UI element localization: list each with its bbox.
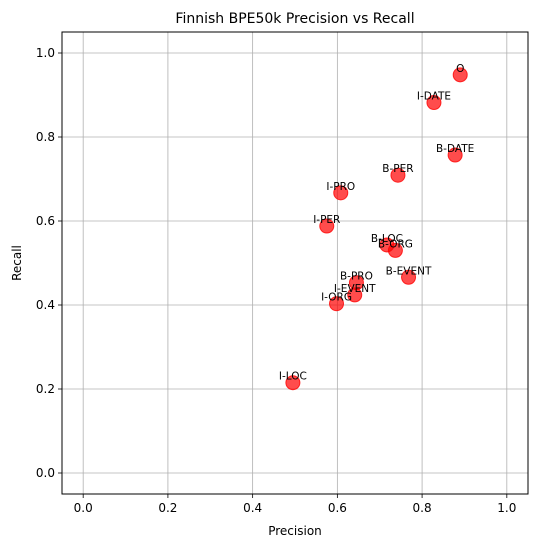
- data-points: [285, 67, 468, 391]
- y-tick-label: 0.4: [36, 298, 55, 312]
- x-tick-label: 1.0: [497, 501, 516, 515]
- data-point: [390, 167, 406, 183]
- point-label: O: [456, 63, 464, 75]
- grid: [62, 32, 528, 494]
- y-tick-label: 0.0: [36, 466, 55, 480]
- y-tick-label: 0.6: [36, 214, 55, 228]
- data-point: [347, 287, 363, 303]
- point-label: B-DATE: [436, 143, 474, 155]
- data-point: [319, 218, 335, 234]
- point-label: I-PRO: [326, 181, 355, 193]
- point-label: I-PER: [313, 214, 340, 226]
- point-label: B-LOC: [371, 233, 403, 245]
- x-tick-label: 0.6: [328, 501, 347, 515]
- data-point: [452, 67, 468, 83]
- y-tick-label: 0.8: [36, 130, 55, 144]
- point-label: I-LOC: [279, 371, 307, 383]
- y-axis-label: Recall: [10, 245, 24, 281]
- data-point: [401, 269, 417, 285]
- x-tick-label: 0.0: [74, 501, 93, 515]
- data-point: [387, 242, 403, 258]
- x-tick-label: 0.8: [413, 501, 432, 515]
- data-point: [329, 296, 345, 312]
- point-label: B-EVENT: [386, 265, 432, 277]
- plot-frame: [61, 31, 529, 495]
- point-label: B-PER: [382, 163, 413, 175]
- data-point: [447, 147, 463, 163]
- y-tick-label: 1.0: [36, 46, 55, 60]
- x-tick-label: 0.2: [158, 501, 177, 515]
- data-point: [426, 95, 442, 111]
- point-label: B-PRO: [340, 271, 373, 283]
- y-axis: 0.0 0.2 0.4 0.6 0.8 1.0: [36, 46, 62, 480]
- x-tick-label: 0.4: [243, 501, 262, 515]
- point-label: I-DATE: [417, 91, 451, 103]
- point-label: B-ORG: [378, 238, 413, 250]
- point-label: I-ORG: [321, 292, 352, 304]
- y-tick-label: 0.2: [36, 382, 55, 396]
- x-axis-label: Precision: [268, 524, 322, 538]
- x-axis: 0.0 0.2 0.4 0.6 0.8 1.0: [74, 494, 516, 515]
- data-point: [333, 185, 349, 201]
- point-label: I-EVENT: [334, 283, 376, 295]
- chart-title: Finnish BPE50k Precision vs Recall: [175, 11, 414, 27]
- data-point: [285, 375, 301, 391]
